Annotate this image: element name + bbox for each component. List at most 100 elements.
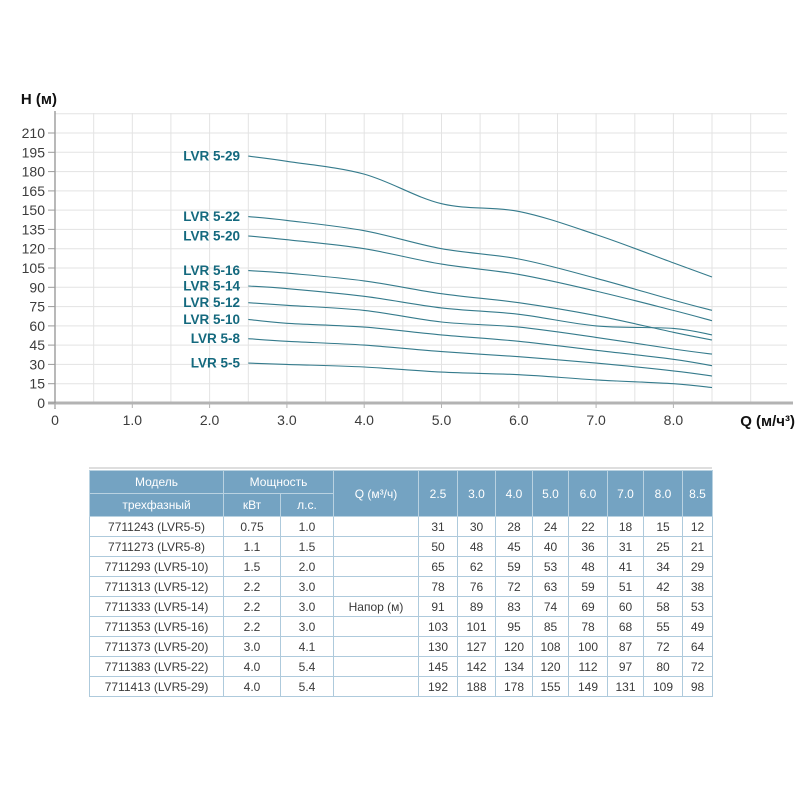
cell-head-2.5: 65 — [418, 556, 459, 577]
cell-head-4.0: 178 — [495, 676, 534, 697]
header-flow-8.0: 8.0 — [643, 470, 684, 517]
cell-head-6.0: 112 — [568, 656, 609, 677]
cell-head-label — [333, 576, 420, 597]
cell-head-8.0: 80 — [643, 656, 684, 677]
y-tick-label: 0 — [37, 395, 45, 411]
table-row-lvr5-29: 7711413 (LVR5-29) 4.0 5.4 192 188 178 155 149 13… — [89, 676, 714, 697]
pump-curves-chart: 0 15 30 45 60 75 90 105 120 135 150 165 180 195 210 0 1.… — [21, 91, 795, 430]
cell-kw: 4.0 — [223, 676, 281, 697]
header-hp: л.с. — [279, 493, 335, 517]
cell-head-2.5: 130 — [418, 636, 459, 657]
cell-kw: 1.1 — [223, 536, 281, 557]
header-flow-8.5: 8.5 — [682, 470, 714, 517]
y-tick-label: 165 — [22, 183, 46, 199]
cell-model: 7711373 (LVR5-20) — [89, 636, 224, 657]
cell-head-6.0: 78 — [568, 616, 609, 637]
cell-head-label — [333, 676, 420, 697]
y-tick-label: 195 — [22, 144, 46, 160]
cell-model: 7711273 (LVR5-8) — [89, 536, 224, 557]
cell-head-2.5: 192 — [418, 676, 459, 697]
cell-head-6.0: 48 — [568, 556, 609, 577]
cell-head-8.0: 34 — [643, 556, 684, 577]
table-row-lvr5-16: 7711353 (LVR5-16) 2.2 3.0 103 101 95 85 78 68 55 4… — [89, 616, 714, 637]
cell-head-5.0: 120 — [532, 656, 570, 677]
cell-head-7.0: 60 — [607, 596, 645, 617]
header-kw: кВт — [223, 493, 281, 517]
cell-kw: 2.2 — [223, 576, 281, 597]
cell-head-7.0: 18 — [607, 516, 645, 537]
cell-hp: 1.0 — [279, 516, 335, 537]
cell-model: 7711293 (LVR5-10) — [89, 556, 224, 577]
y-tick-label: 30 — [29, 356, 45, 372]
cell-head-5.0: 85 — [532, 616, 570, 637]
chart-canvas: 0 15 30 45 60 75 90 105 120 135 150 165 180 195 210 0 1.… — [21, 91, 795, 430]
curve-lvr-5-8 — [248, 338, 713, 377]
cell-head-8.5: 38 — [682, 576, 714, 597]
curve-label-lvr-5-5: LVR 5-5 — [191, 356, 241, 371]
cell-head-label — [333, 616, 420, 637]
cell-head-8.5: 53 — [682, 596, 714, 617]
cell-head-6.0: 59 — [568, 576, 609, 597]
cell-head-2.5: 31 — [418, 516, 459, 537]
cell-head-3.0: 89 — [457, 596, 497, 617]
cell-head-8.0: 15 — [643, 516, 684, 537]
curve-label-lvr-5-20: LVR 5-20 — [183, 228, 240, 243]
curve-label-lvr-5-29: LVR 5-29 — [183, 149, 240, 164]
x-tick-label: 5.0 — [432, 412, 452, 428]
cell-head-2.5: 103 — [418, 616, 459, 637]
y-tick-label: 60 — [29, 318, 45, 334]
cell-head-3.0: 142 — [457, 656, 497, 677]
header-power: Мощность — [222, 470, 335, 494]
table-row-lvr5-5: 7711243 (LVR5-5) 0.75 1.0 31 30 28 24 22 18 15 12 — [89, 516, 714, 537]
x-tick-label: 1.0 — [123, 412, 143, 428]
header-model: Модель — [89, 470, 224, 494]
cell-head-5.0: 63 — [532, 576, 570, 597]
cell-head-6.0: 149 — [568, 676, 609, 697]
cell-head-4.0: 83 — [495, 596, 534, 617]
x-tick-label: 0 — [51, 412, 59, 428]
x-tick-label: 4.0 — [354, 412, 374, 428]
x-tick-label: 7.0 — [586, 412, 606, 428]
cell-hp: 5.4 — [279, 656, 335, 677]
cell-head-8.0: 55 — [643, 616, 684, 637]
curve-label-lvr-5-12: LVR 5-12 — [183, 295, 240, 310]
table-row-lvr5-14: 7711333 (LVR5-14) 2.2 3.0 Напор (м) 91 89 83 74… — [89, 596, 714, 617]
y-tick-label: 120 — [22, 241, 46, 257]
curve-label-lvr-5-8: LVR 5-8 — [191, 331, 241, 346]
cell-hp: 4.1 — [279, 636, 335, 657]
cell-head-4.0: 45 — [495, 536, 534, 557]
y-tick-label: 105 — [22, 260, 46, 276]
header-flow-q: Q (м³/ч) — [333, 470, 420, 517]
y-tick-label: 75 — [29, 299, 45, 315]
cell-head-8.5: 21 — [682, 536, 714, 557]
cell-head-3.0: 48 — [457, 536, 497, 557]
cell-head-8.0: 25 — [643, 536, 684, 557]
cell-head-4.0: 120 — [495, 636, 534, 657]
cell-hp: 1.5 — [279, 536, 335, 557]
cell-kw: 2.2 — [223, 616, 281, 637]
curve-lvr-5-14 — [248, 285, 713, 336]
cell-model: 7711333 (LVR5-14) — [89, 596, 224, 617]
cell-head-4.0: 95 — [495, 616, 534, 637]
cell-head-3.0: 188 — [457, 676, 497, 697]
cell-model: 7711243 (LVR5-5) — [89, 516, 224, 537]
table-row-lvr5-12: 7711313 (LVR5-12) 2.2 3.0 78 76 72 63 59 51 42 38 — [89, 576, 714, 597]
curve-label-lvr-5-22: LVR 5-22 — [183, 209, 240, 224]
curve-label-lvr-5-14: LVR 5-14 — [183, 279, 240, 294]
cell-head-4.0: 72 — [495, 576, 534, 597]
header-flow-6.0: 6.0 — [568, 470, 609, 517]
cell-head-7.0: 68 — [607, 616, 645, 637]
x-axis-title: Q (м/ч³) — [740, 413, 795, 430]
curve-lvr-5-5 — [248, 362, 713, 389]
cell-head-3.0: 30 — [457, 516, 497, 537]
y-tick-label: 180 — [22, 164, 46, 180]
cell-head-8.5: 12 — [682, 516, 714, 537]
x-tick-label: 6.0 — [509, 412, 529, 428]
cell-kw: 4.0 — [223, 656, 281, 677]
table-row-lvr5-20: 7711373 (LVR5-20) 3.0 4.1 130 127 120 108 100 87… — [89, 636, 714, 657]
curve-lvr-5-29 — [248, 155, 713, 278]
cell-head-label — [333, 556, 420, 577]
cell-kw: 0.75 — [223, 516, 281, 537]
cell-head-5.0: 53 — [532, 556, 570, 577]
